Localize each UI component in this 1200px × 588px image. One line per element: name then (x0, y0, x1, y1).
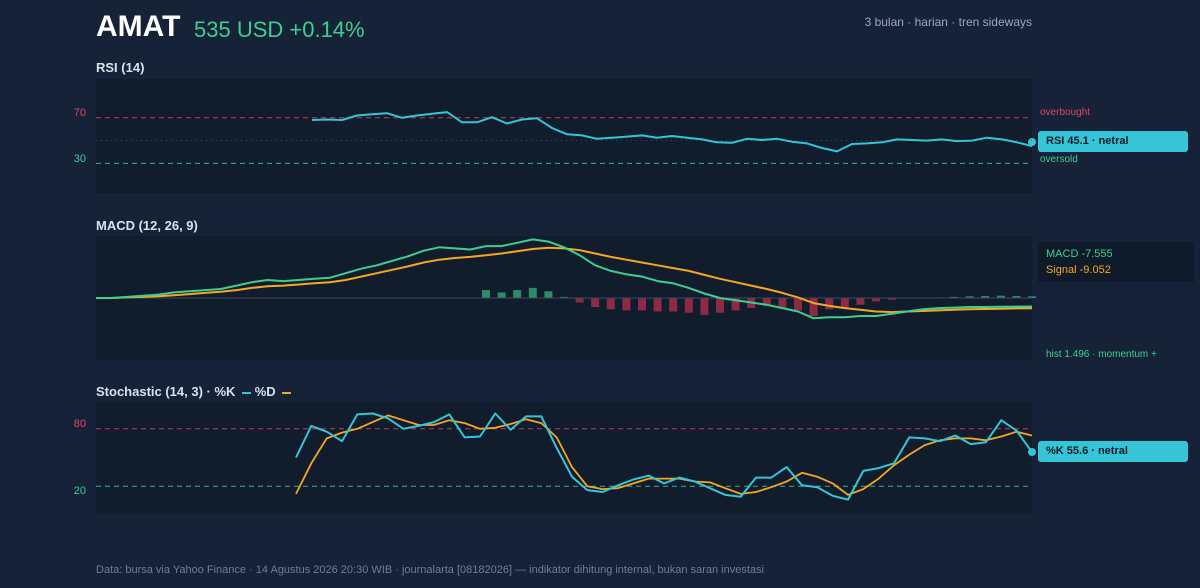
macd-hist-bar (528, 287, 537, 298)
chart-meta: 3 bulan · harian · tren sideways (864, 15, 1032, 29)
macd-hist-bar (606, 298, 615, 310)
stoch-k-legend-swatch (242, 391, 252, 394)
macd-legend: MACD -7.555 Signal -9.052 (1038, 242, 1194, 282)
macd-hist-bar (809, 298, 818, 316)
macd-signal-line (96, 246, 1033, 314)
macd-line (96, 238, 1033, 320)
stoch-d-legend-swatch (282, 391, 292, 394)
macd-hist-bar (825, 298, 834, 310)
stoch-value-badge: %K 55.6 · netral (1038, 441, 1188, 462)
macd-hist-bar (778, 298, 787, 309)
macd-hist-bar (794, 298, 802, 311)
rsi-ytick-70: 70 (73, 107, 86, 119)
rsi-oversold-label: oversold (1040, 154, 1078, 165)
macd-hist-bar (591, 298, 600, 307)
macd-hist-bar (560, 296, 568, 298)
macd-hist-bar (872, 298, 880, 302)
stoch-ytick-20: 20 (73, 485, 86, 497)
macd-hist-bar (653, 298, 662, 312)
stoch-k-line (295, 412, 1033, 501)
rsi-title: RSI (14) (96, 60, 145, 75)
ticker-symbol: AMAT (96, 10, 181, 43)
rsi-ytick-30: 30 (73, 153, 86, 165)
stoch-title: Stochastic (14, 3) · %K %D (96, 384, 292, 399)
macd-hist-bar (887, 298, 896, 300)
macd-hist-bar (981, 296, 990, 298)
macd-hist-bar (1028, 296, 1036, 298)
footer-note: Data: bursa via Yahoo Finance · 14 Agust… (96, 564, 764, 576)
rsi-last-point (1028, 138, 1036, 146)
macd-hist-bar (856, 298, 865, 305)
macd-hist-bar (996, 295, 1005, 298)
rsi-overbought-label: overbought (1040, 107, 1091, 118)
macd-hist-bar (482, 290, 490, 298)
macd-hist-bar (544, 291, 553, 298)
stoch-title-text: Stochastic (14, 3) · %K (96, 384, 236, 399)
stoch-d-legend-label: %D (254, 384, 276, 399)
macd-hist-bar (638, 298, 646, 311)
macd-title: MACD (12, 26, 9) (96, 218, 198, 233)
stoch-ytick-80: 80 (73, 418, 86, 430)
macd-hist-bar (965, 296, 974, 298)
rsi-series-line (311, 111, 1033, 153)
macd-hist-bar (497, 292, 506, 298)
price-change: 535 USD +0.14% (194, 17, 365, 42)
macd-hist-bar (669, 298, 678, 312)
macd-legend-macd: MACD -7.555 (1046, 248, 1113, 260)
macd-hist-bar (950, 296, 958, 298)
macd-hist-bar (684, 298, 693, 313)
macd-hist-bar (731, 298, 740, 311)
macd-hist-bar (575, 298, 584, 303)
macd-hist-bar (840, 298, 849, 309)
rsi-panel (96, 79, 1032, 193)
macd-hist-label: hist 1.496 · momentum + (1046, 349, 1157, 360)
macd-hist-bar (1012, 296, 1021, 298)
macd-legend-signal: Signal -9.052 (1046, 264, 1111, 276)
macd-hist-bar (700, 298, 709, 315)
macd-hist-bar (716, 298, 724, 313)
macd-hist-bar (513, 290, 522, 298)
macd-hist-bar (762, 298, 771, 306)
rsi-value-badge: RSI 45.1 · netral (1038, 131, 1188, 152)
stoch-panel (96, 402, 1032, 514)
macd-hist-bar (622, 298, 631, 311)
